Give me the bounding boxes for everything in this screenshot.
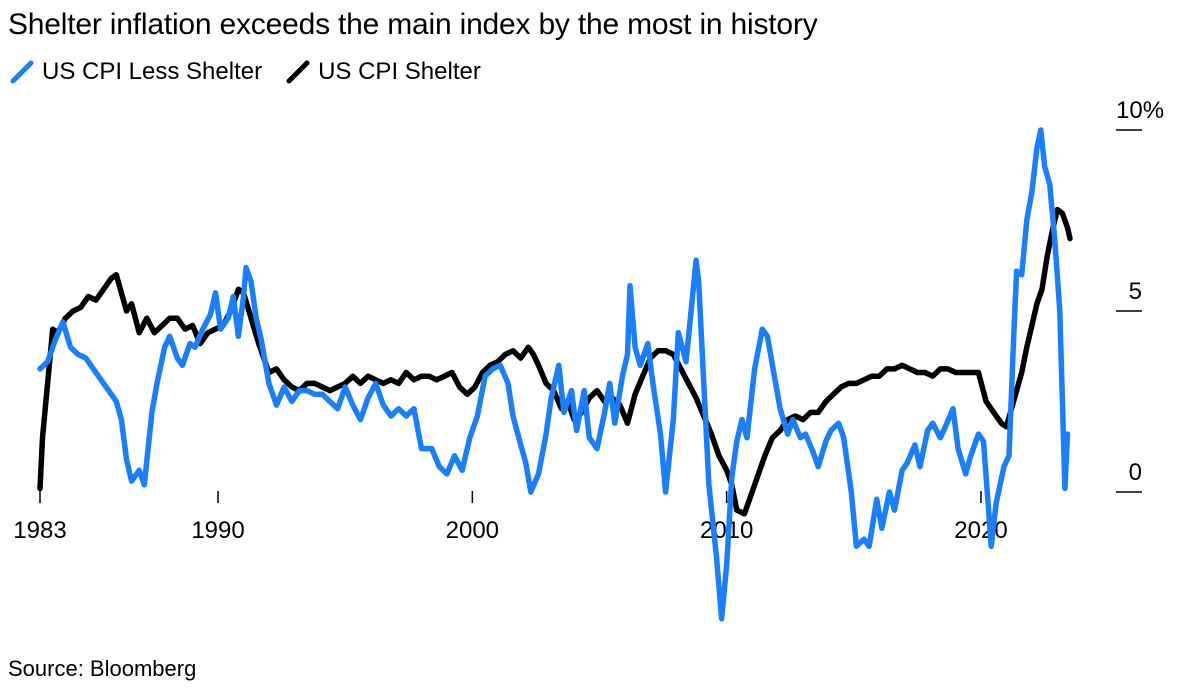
y-axis: 0 5 10% (1116, 97, 1164, 493)
legend-label-shelter: US CPI Shelter (318, 58, 481, 85)
y-tick-label-5: 5 (1129, 278, 1142, 305)
x-tick-label-1990: 1990 (191, 517, 244, 544)
x-axis: 1983 1990 2000 2010 2020 (13, 491, 1008, 544)
legend-item-shelter: US CPI Shelter (284, 58, 481, 86)
legend-item-less-shelter: US CPI Less Shelter (8, 58, 262, 86)
legend-swatch-shelter-icon (286, 60, 310, 84)
chart-legend: US CPI Less Shelter US CPI Shelter (8, 58, 503, 86)
x-tick-label-2000: 2000 (446, 517, 499, 544)
legend-swatch-less-shelter-icon (10, 60, 34, 84)
y-tick-label-0: 0 (1129, 459, 1142, 486)
legend-label-less-shelter: US CPI Less Shelter (42, 58, 263, 85)
series-layer (37, 127, 1073, 622)
series-line-us-cpi-less-shelter (37, 127, 1071, 622)
y-tick-label-10: 10% (1116, 97, 1164, 124)
series-line-us-cpi-shelter (37, 206, 1073, 517)
source-note: Source: Bloomberg (8, 656, 197, 681)
x-tick-label-2020: 2020 (954, 517, 1007, 544)
chart-title: Shelter inflation exceeds the main index… (8, 8, 818, 41)
x-tick-label-1983: 1983 (13, 517, 66, 544)
